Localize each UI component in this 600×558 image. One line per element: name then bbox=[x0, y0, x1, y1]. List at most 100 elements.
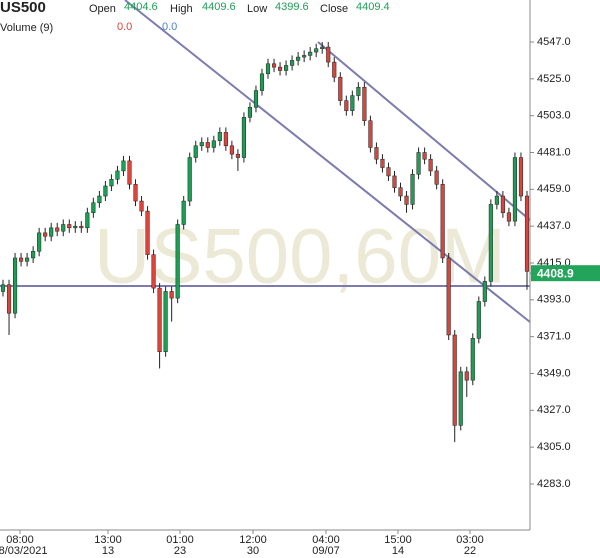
candle-body bbox=[193, 145, 198, 158]
candle-body bbox=[398, 187, 403, 197]
candle-body bbox=[61, 224, 66, 232]
candle-body bbox=[217, 132, 222, 142]
header: US500 Open 4404.6 High 4409.6 Low 4399.6… bbox=[0, 0, 390, 34]
candle-body bbox=[139, 200, 144, 212]
value: 4399.6 bbox=[275, 1, 309, 13]
x-tick-label: 04:00 bbox=[312, 534, 340, 546]
x-tick-label: 09/07 bbox=[312, 545, 340, 557]
y-tick-label: 4371.0 bbox=[537, 331, 571, 343]
candle-body bbox=[368, 120, 373, 148]
candle-body bbox=[67, 224, 72, 229]
candle-body bbox=[115, 170, 120, 180]
candle-body bbox=[79, 225, 84, 229]
candle-body bbox=[452, 334, 457, 426]
y-tick-label: 4547.0 bbox=[537, 36, 571, 48]
candle-body bbox=[296, 56, 301, 61]
candle-body bbox=[49, 227, 54, 237]
x-tick-label: 01:00 bbox=[166, 534, 194, 546]
candle-body bbox=[422, 152, 427, 160]
candle-body bbox=[199, 142, 204, 147]
candle-body bbox=[229, 145, 234, 155]
candle-body bbox=[145, 210, 150, 255]
candle-body bbox=[25, 257, 30, 262]
candle-body bbox=[181, 200, 186, 225]
candle-body bbox=[392, 175, 397, 188]
candle-body bbox=[308, 51, 313, 56]
candle-body bbox=[103, 185, 108, 197]
candle-body bbox=[151, 254, 156, 289]
candle-body bbox=[37, 232, 42, 252]
candle-body bbox=[187, 157, 192, 202]
candle-body bbox=[434, 170, 439, 185]
candle-body bbox=[470, 338, 475, 381]
candle-body bbox=[494, 195, 499, 205]
candle-body bbox=[350, 95, 355, 111]
candle-body bbox=[332, 61, 337, 78]
candle-body bbox=[356, 86, 361, 96]
candle-body bbox=[488, 204, 493, 282]
candle-body bbox=[344, 100, 349, 111]
candle-body bbox=[290, 60, 295, 66]
x-tick-label: 15:00 bbox=[384, 534, 412, 546]
candle-body bbox=[320, 46, 325, 49]
candle-body bbox=[302, 55, 307, 58]
candle-body bbox=[464, 371, 469, 381]
label: High bbox=[170, 3, 193, 15]
candle-body bbox=[121, 160, 126, 172]
candle-body bbox=[440, 184, 445, 259]
value: 0.0 bbox=[117, 21, 132, 33]
watermark: US500,60M bbox=[94, 212, 506, 300]
candle-body bbox=[374, 147, 379, 160]
candle-body bbox=[416, 152, 421, 175]
candle-body bbox=[169, 291, 174, 299]
candle-body bbox=[362, 86, 367, 121]
y-tick-label: 4349.0 bbox=[537, 367, 571, 379]
x-tick-label: 08/03/2021 bbox=[0, 545, 48, 557]
candle-body bbox=[386, 167, 391, 177]
candle-body bbox=[482, 281, 487, 302]
candle-body bbox=[55, 227, 60, 232]
trend-line bbox=[317, 41, 531, 221]
candle-body bbox=[85, 212, 90, 229]
candles bbox=[0, 42, 530, 443]
y-tick-label: 4503.0 bbox=[537, 110, 571, 122]
candle-body bbox=[476, 301, 481, 339]
candle-body bbox=[380, 158, 385, 168]
candle-body bbox=[524, 195, 530, 272]
candle-body bbox=[446, 257, 451, 336]
x-tick-label: 22 bbox=[464, 545, 476, 557]
label: Low bbox=[247, 3, 267, 15]
candle-body bbox=[271, 63, 277, 68]
candle-body bbox=[157, 287, 162, 352]
candle-body bbox=[404, 195, 409, 205]
candle-body bbox=[326, 46, 331, 63]
x-tick-label: 13:00 bbox=[94, 534, 122, 546]
candle-body bbox=[97, 195, 102, 203]
candle-body bbox=[19, 257, 24, 262]
candle-body bbox=[163, 291, 168, 352]
y-tick-label: 4525.0 bbox=[537, 73, 571, 85]
label: Close bbox=[320, 3, 348, 15]
y-tick-label: 4393.0 bbox=[537, 294, 571, 306]
candle-body bbox=[109, 179, 114, 187]
candle-body bbox=[458, 371, 463, 426]
candle-body bbox=[278, 66, 283, 71]
candle-body bbox=[211, 140, 216, 148]
candle-body bbox=[241, 117, 246, 158]
y-tick-label: 4283.0 bbox=[537, 478, 571, 490]
candle-body bbox=[512, 157, 517, 222]
candle-body bbox=[133, 184, 138, 202]
x-tick-label: 14 bbox=[392, 545, 404, 557]
x-tick-label: 30 bbox=[247, 545, 259, 557]
y-tick-label: 4437.0 bbox=[537, 220, 571, 232]
candle-body bbox=[43, 232, 48, 237]
candle-body bbox=[73, 225, 78, 229]
x-tick-label: 12:00 bbox=[239, 534, 267, 546]
candle-body bbox=[235, 153, 240, 158]
candle-body bbox=[428, 158, 433, 172]
candle-body bbox=[506, 212, 511, 222]
candle-body bbox=[518, 157, 524, 197]
label: Volume (9) bbox=[0, 22, 53, 34]
candle-body bbox=[338, 76, 343, 101]
x-tick-label: 13 bbox=[102, 545, 114, 557]
